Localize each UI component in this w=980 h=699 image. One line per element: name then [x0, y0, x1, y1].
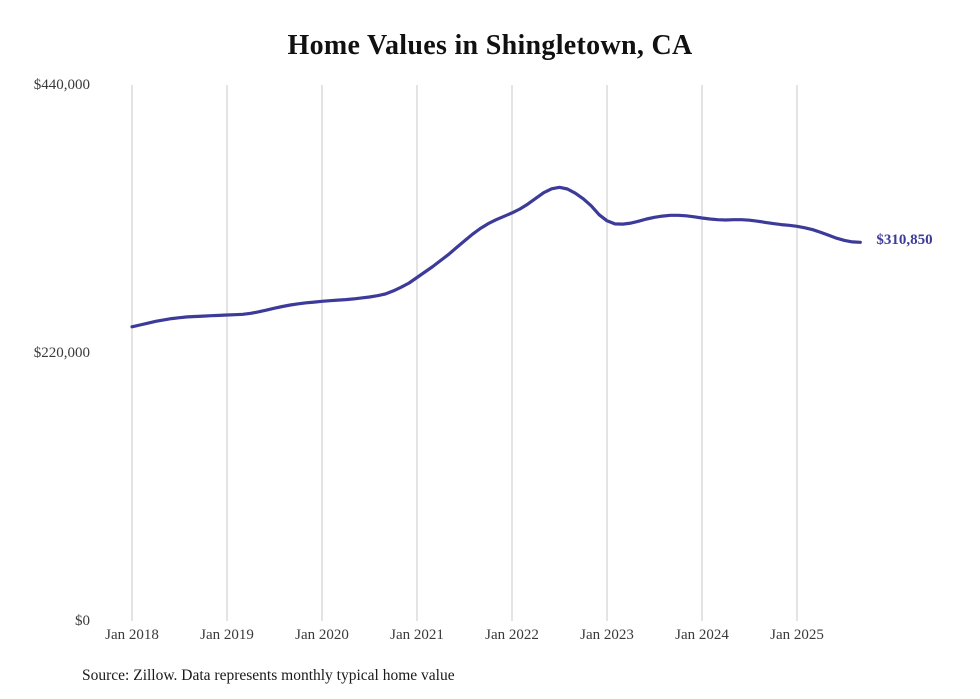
x-axis-tick-label: Jan 2018 — [105, 627, 159, 643]
y-axis-tick-label: $0 — [75, 613, 90, 629]
source-note: Source: Zillow. Data represents monthly … — [82, 667, 455, 684]
y-axis-tick-label: $220,000 — [33, 345, 90, 361]
x-axis-tick-label: Jan 2022 — [485, 627, 539, 643]
x-axis-tick-label: Jan 2024 — [675, 627, 729, 643]
current-value-label: $310,850 — [876, 232, 933, 249]
x-axis-tick-label: Jan 2023 — [580, 627, 634, 643]
x-axis-tick-label: Jan 2025 — [770, 627, 824, 643]
home-value-line — [130, 185, 862, 329]
x-axis-tick-label: Jan 2021 — [390, 627, 444, 643]
x-axis-tick-label: Jan 2020 — [295, 627, 349, 643]
y-axis-tick-label: $440,000 — [33, 77, 90, 93]
x-axis-tick-label: Jan 2019 — [200, 627, 254, 643]
chart-title: Home Values in Shingletown, CA — [287, 30, 693, 61]
